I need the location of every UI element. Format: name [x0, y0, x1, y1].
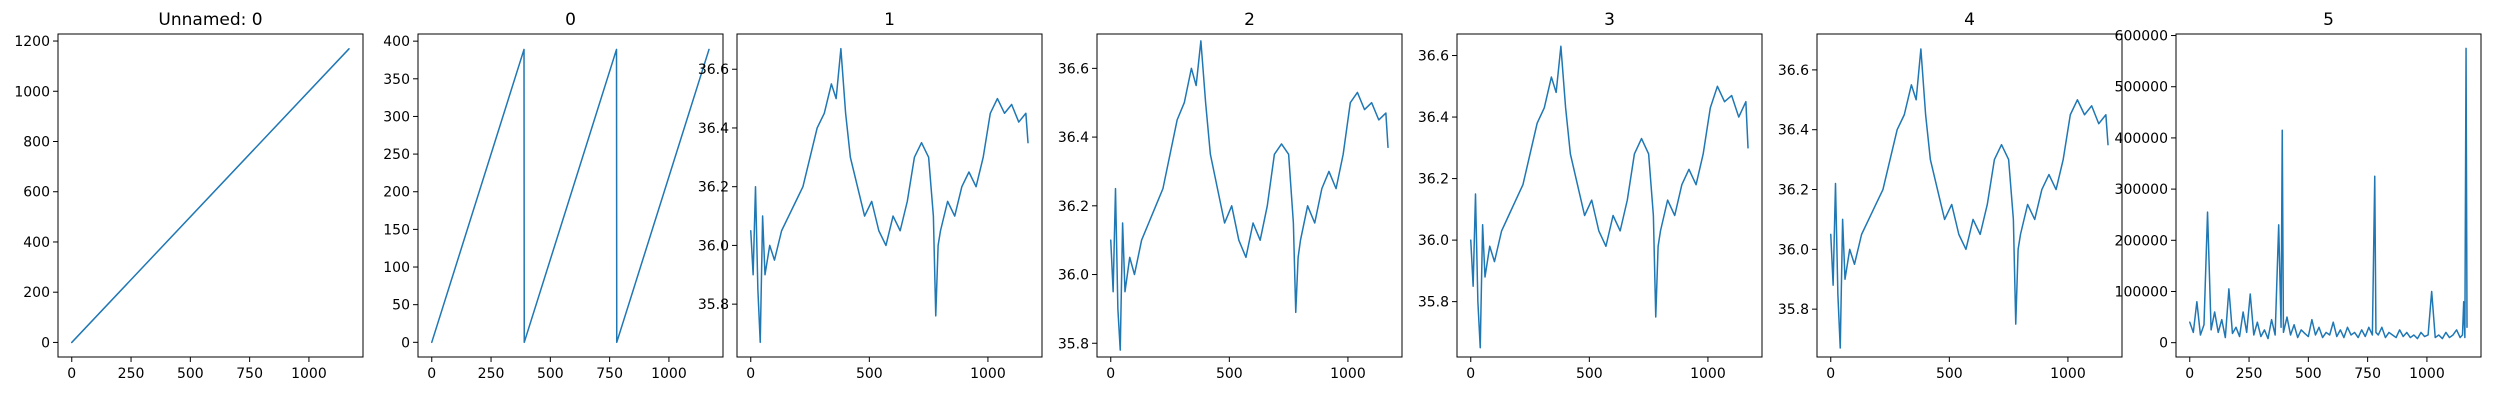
- y-tick-label: 35.8: [698, 297, 729, 313]
- subplot-title: 0: [565, 10, 576, 30]
- y-tick-label: 0: [401, 335, 410, 351]
- x-tick-label: 500: [1576, 366, 1603, 382]
- subplot-6: 5 0 250 500 750 1000 0 100000 200000 300000 400000…: [2115, 10, 2482, 382]
- y-tick-label: 300: [383, 109, 410, 125]
- x-tick-label: 1000: [970, 366, 1006, 382]
- y-tick-label: 36.4: [698, 121, 729, 137]
- y-tick-label: 100: [383, 260, 410, 276]
- x-tick-label: 1000: [651, 366, 687, 382]
- axes-frame: [417, 33, 724, 358]
- x-tick-label: 0: [1466, 366, 1475, 382]
- x-tick-label: 750: [596, 366, 623, 382]
- data-line: [1470, 45, 1749, 349]
- y-tick-label: 500000: [2115, 80, 2168, 96]
- x-tick-label: 250: [478, 366, 505, 382]
- y-tick-label: 36.6: [698, 62, 729, 78]
- subplot-title: 4: [1964, 10, 1975, 30]
- y-tick-label: 35.8: [1058, 336, 1089, 352]
- x-tick-label: 250: [118, 366, 145, 382]
- subplot-title: 2: [1244, 10, 1255, 30]
- x-tick-label: 0: [1826, 366, 1835, 382]
- x-tick-label: 1000: [1690, 366, 1726, 382]
- axes-frame: [1096, 33, 1403, 358]
- subplot-1: 0 0 250 500 750 1000 0 50 100 150 200 250 300 350 400: [383, 10, 724, 382]
- y-tick-label: 100000: [2115, 284, 2168, 300]
- y-tick-label: 1200: [14, 34, 50, 50]
- y-tick-label: 36.2: [698, 180, 729, 196]
- y-tick-label: 600000: [2115, 29, 2168, 45]
- x-tick-label: 1000: [291, 366, 327, 382]
- y-tick-label: 350: [383, 72, 410, 88]
- y-tick-label: 35.8: [1418, 295, 1449, 311]
- y-tick-label: 36.0: [1778, 242, 1809, 258]
- axes-frame: [736, 33, 1043, 358]
- y-tick-label: 200000: [2115, 233, 2168, 249]
- subplot-title: 1: [884, 10, 895, 30]
- x-tick-label: 0: [746, 366, 755, 382]
- y-tick-label: 36.4: [1778, 123, 1809, 139]
- x-tick-label: 500: [537, 366, 564, 382]
- subplot-title: 3: [1604, 10, 1615, 30]
- x-tick-label: 1000: [1330, 366, 1366, 382]
- axes-frame: [57, 33, 364, 358]
- y-tick-label: 0: [41, 335, 50, 351]
- x-tick-label: 500: [177, 366, 204, 382]
- subplot-3: 2 0 500 1000 35.8 36.0 36.2 36.4 36.6: [1058, 10, 1403, 382]
- subplot-2: 1 0 500 1000 35.8 36.0 36.2 36.4 36.6: [698, 10, 1043, 382]
- y-tick-label: 250: [383, 147, 410, 163]
- x-tick-label: 0: [427, 366, 436, 382]
- y-tick-label: 36.2: [1778, 183, 1809, 199]
- data-line: [71, 48, 350, 344]
- y-tick-label: 300000: [2115, 182, 2168, 198]
- x-tick-label: 1000: [2409, 366, 2445, 382]
- x-tick-label: 250: [2236, 366, 2263, 382]
- y-tick-label: 36.4: [1418, 110, 1449, 126]
- data-line: [1110, 40, 1389, 351]
- y-tick-label: 35.8: [1778, 302, 1809, 318]
- y-tick-label: 36.0: [1418, 233, 1449, 249]
- y-tick-label: 36.0: [1058, 268, 1089, 284]
- data-line: [1830, 48, 2109, 349]
- x-tick-label: 1000: [2050, 366, 2086, 382]
- subplot-title: Unnamed: 0: [158, 10, 262, 30]
- x-tick-label: 500: [856, 366, 883, 382]
- y-tick-label: 36.4: [1058, 130, 1089, 146]
- y-tick-label: 150: [383, 222, 410, 238]
- y-tick-label: 400: [383, 34, 410, 50]
- x-tick-label: 0: [67, 366, 76, 382]
- x-tick-label: 0: [1106, 366, 1115, 382]
- axes-frame: [1816, 33, 2123, 358]
- x-tick-label: 750: [2354, 366, 2381, 382]
- data-line: [2189, 47, 2468, 340]
- data-line: [431, 48, 710, 344]
- axes-frame: [2175, 33, 2482, 358]
- subplot-0: Unnamed: 0 0 250 500 750 1000 0 200 400 600 800 100…: [14, 10, 364, 382]
- y-tick-label: 36.2: [1418, 172, 1449, 188]
- data-line: [750, 47, 1029, 344]
- x-tick-label: 500: [1936, 366, 1963, 382]
- y-tick-label: 200: [23, 285, 50, 301]
- y-tick-label: 400000: [2115, 131, 2168, 147]
- x-tick-label: 500: [1216, 366, 1243, 382]
- axes-frame: [1456, 33, 1763, 358]
- y-tick-label: 36.6: [1418, 49, 1449, 65]
- y-tick-label: 36.6: [1778, 63, 1809, 79]
- subplot-title: 5: [2323, 10, 2334, 30]
- y-tick-label: 36.6: [1058, 61, 1089, 77]
- subplot-5: 4 0 500 1000 35.8 36.0 36.2 36.4 36.6: [1778, 10, 2123, 382]
- y-tick-label: 36.2: [1058, 199, 1089, 215]
- y-tick-label: 1000: [14, 84, 50, 100]
- y-tick-label: 600: [23, 185, 50, 201]
- x-tick-label: 750: [236, 366, 263, 382]
- x-tick-label: 500: [2295, 366, 2322, 382]
- y-tick-label: 50: [392, 298, 410, 314]
- x-tick-label: 0: [2185, 366, 2194, 382]
- y-tick-label: 0: [2159, 336, 2168, 352]
- y-tick-label: 800: [23, 134, 50, 150]
- y-tick-label: 400: [23, 235, 50, 251]
- subplot-4: 3 0 500 1000 35.8 36.0 36.2 36.4 36.6: [1418, 10, 1763, 382]
- y-tick-label: 200: [383, 185, 410, 201]
- y-tick-label: 36.0: [698, 238, 729, 254]
